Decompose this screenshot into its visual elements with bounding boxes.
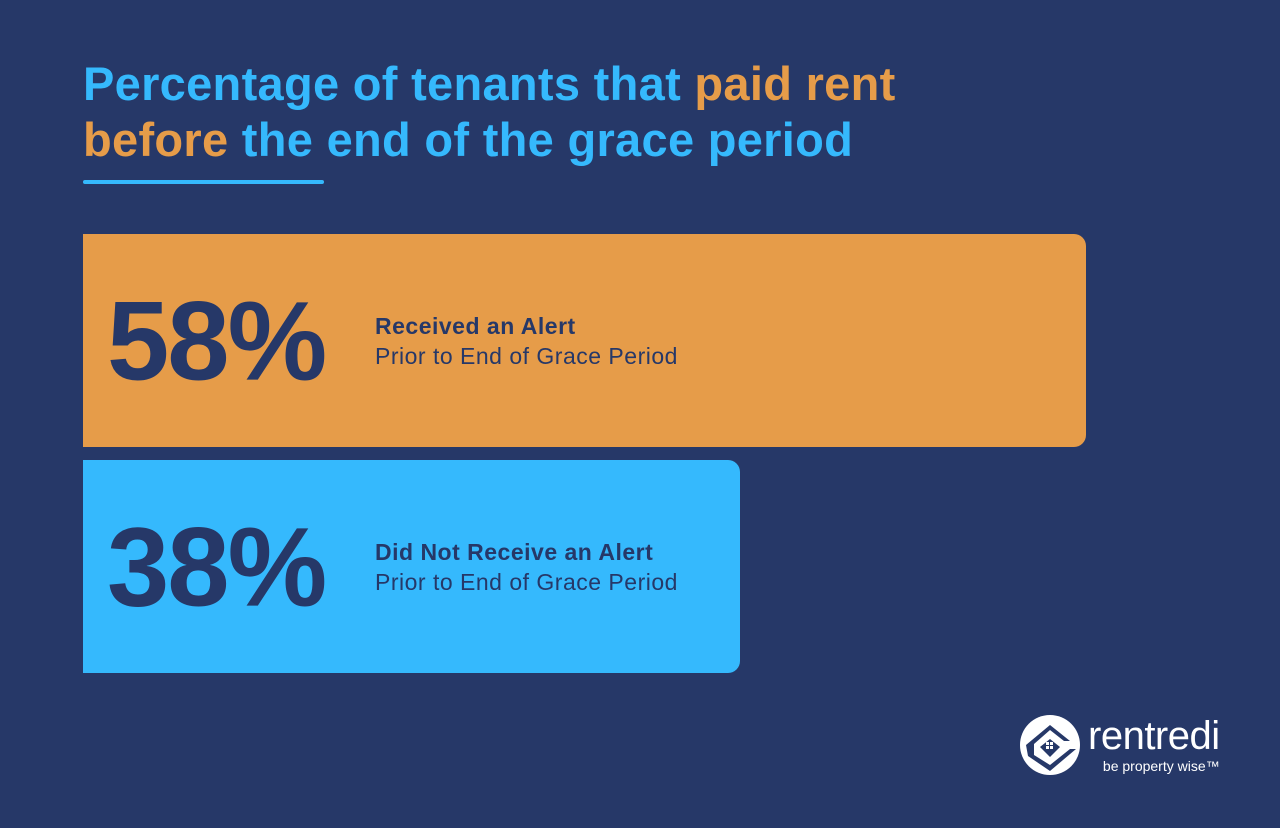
bar-2: 38% Did Not Receive an Alert Prior to End … <box>83 460 741 673</box>
rentredi-logo: rentredi be property wise™ <box>1020 715 1220 775</box>
bar-value-label: 58% <box>107 278 327 403</box>
bar-1: 58% Received an Alert Prior to End of Grac… <box>83 234 1086 447</box>
bar-label-bold: Did Not Receive an Alert <box>375 538 654 565</box>
bar-label-sub: Prior to End of Grace Period <box>375 568 678 595</box>
bar-label-bold: Received an Alert <box>375 312 576 339</box>
bar-category-label: Received an Alert Prior to End of Grace P… <box>375 311 678 371</box>
logo-tagline: be property wise™ <box>1102 758 1220 774</box>
logo-wordmark: rentredi <box>1088 714 1220 758</box>
bar-value-label: 38% <box>107 504 327 629</box>
bar-label-sub: Prior to End of Grace Period <box>375 342 678 369</box>
bar-category-label: Did Not Receive an Alert Prior to End of … <box>375 537 678 597</box>
title-underline <box>83 180 324 184</box>
chart-title: Percentage of tenants that paid rent befo… <box>83 57 896 166</box>
house-check-logo-icon <box>1020 715 1080 775</box>
